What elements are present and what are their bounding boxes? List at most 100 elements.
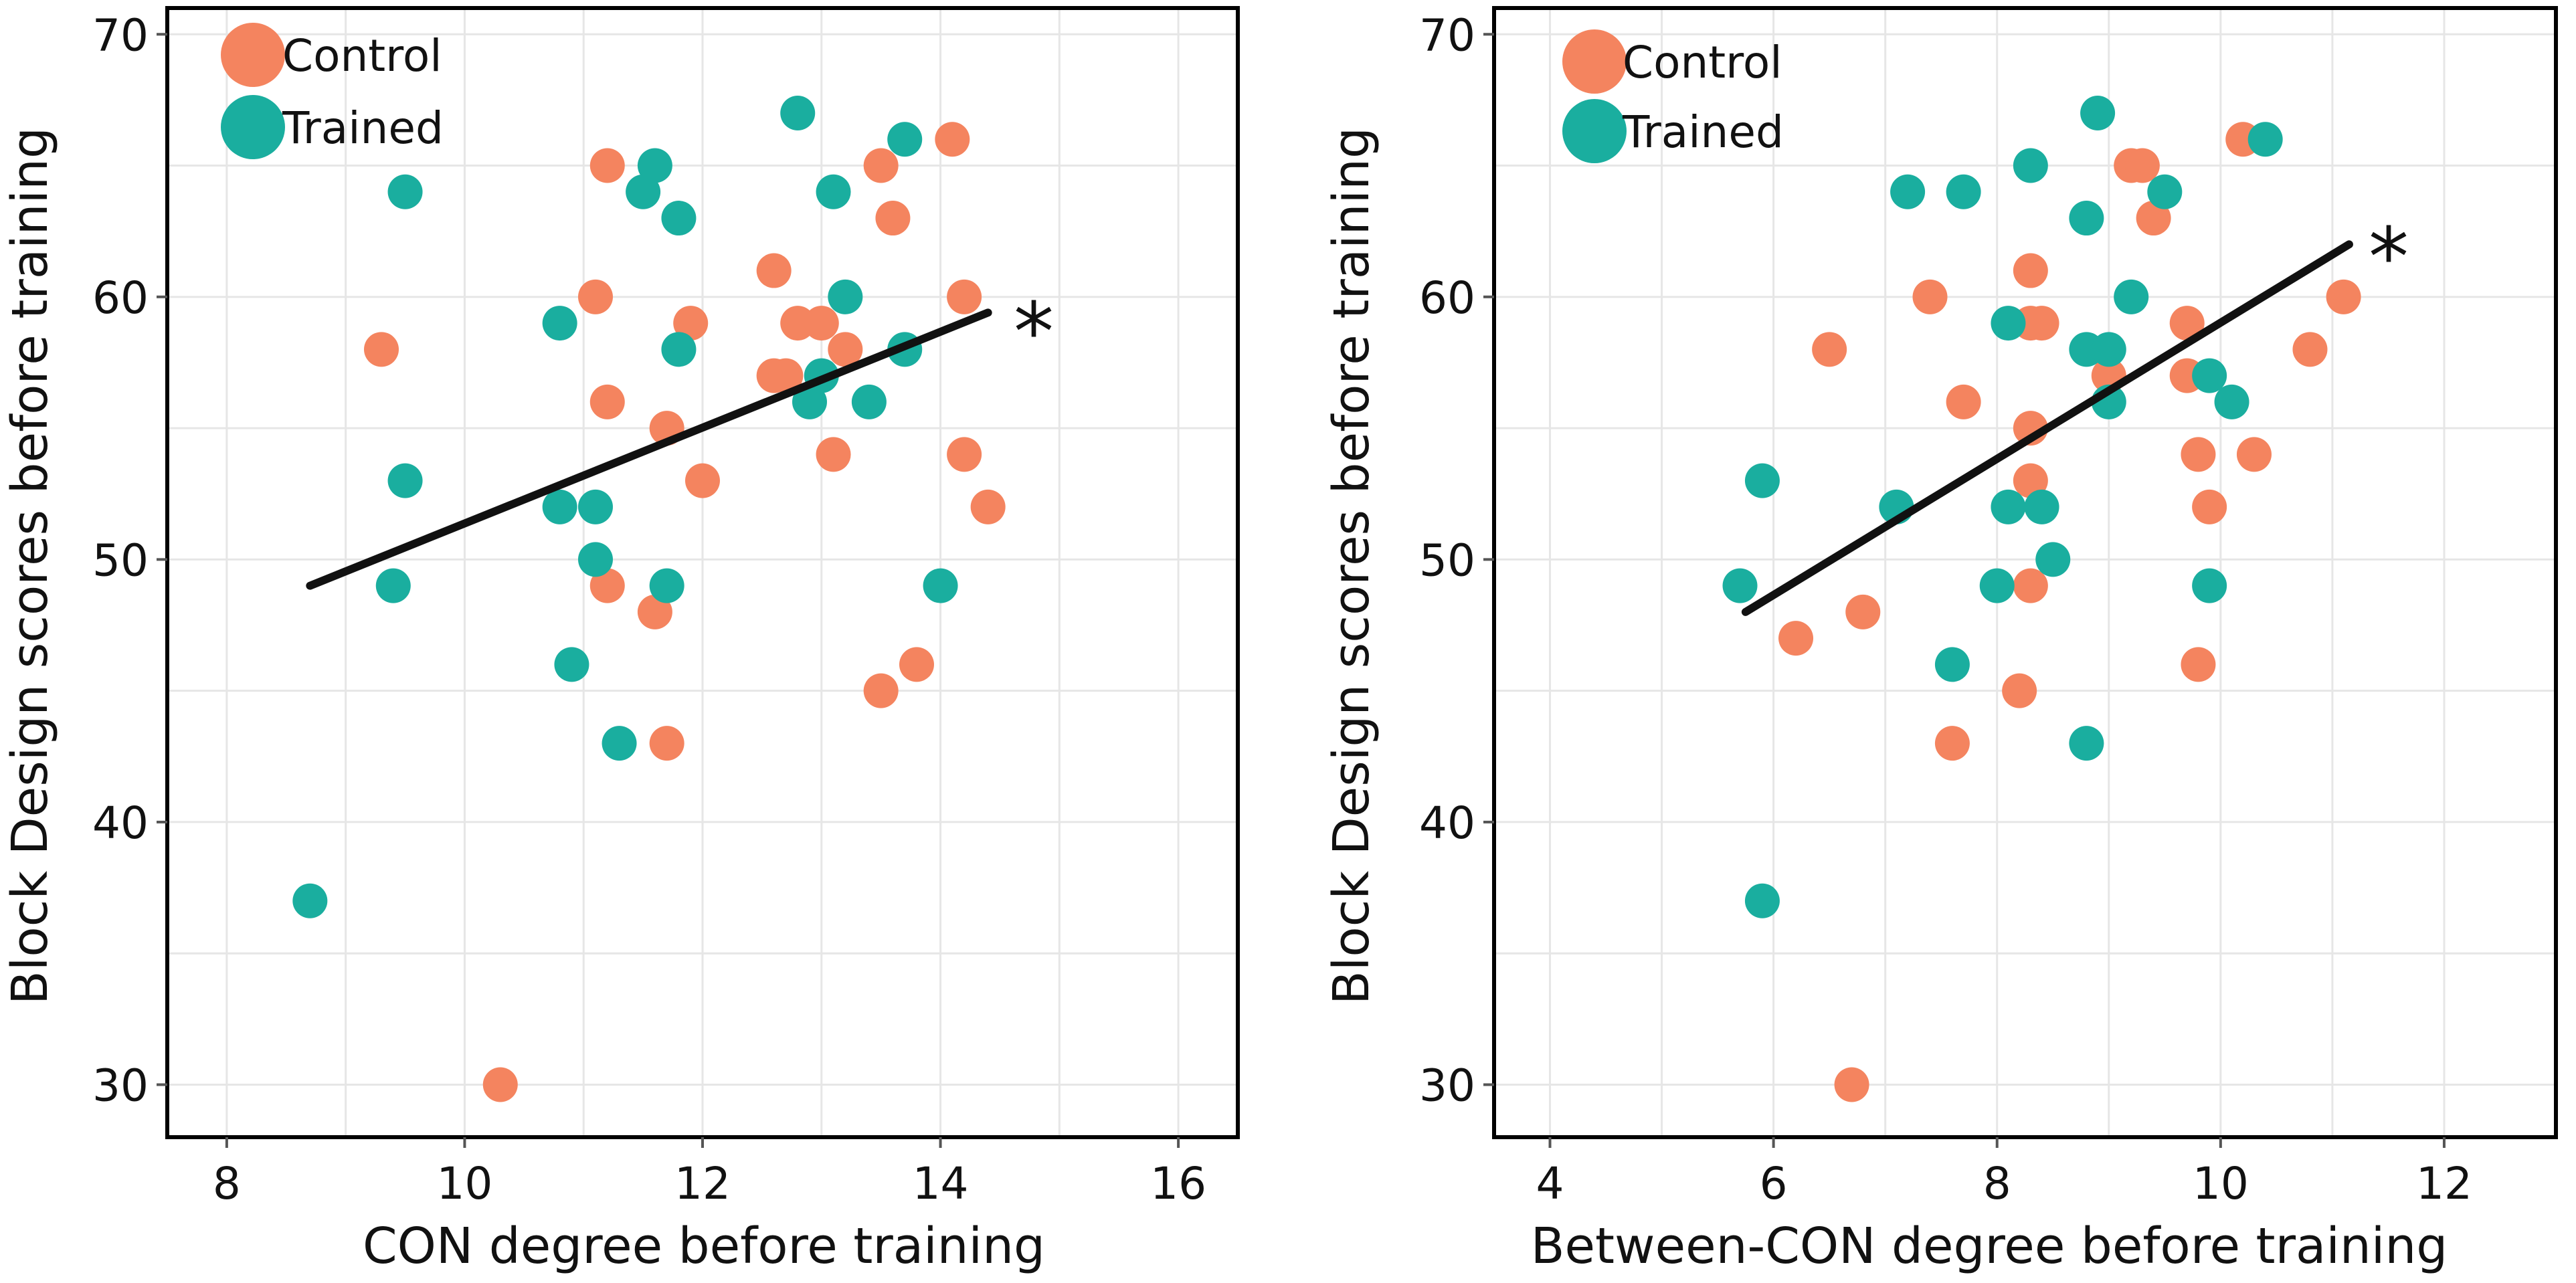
point-control bbox=[899, 647, 934, 682]
y-tick-label: 50 bbox=[92, 534, 149, 586]
point-control bbox=[863, 673, 899, 708]
y-tick-label: 40 bbox=[92, 797, 149, 849]
x-axis-title: CON degree before training bbox=[363, 1217, 1045, 1275]
point-control bbox=[2236, 437, 2272, 472]
regression-line-group bbox=[1741, 240, 2353, 616]
x-tick-label: 12 bbox=[2416, 1158, 2472, 1209]
point-trained bbox=[2035, 542, 2071, 577]
point-trained bbox=[1744, 463, 1780, 498]
x-tick-label: 12 bbox=[674, 1158, 731, 1209]
point-control bbox=[2181, 437, 2216, 472]
plot-frame-group bbox=[1492, 6, 2558, 1139]
point-control bbox=[947, 279, 982, 314]
point-trained bbox=[387, 174, 423, 209]
point-trained bbox=[387, 463, 423, 498]
legend-control-marker bbox=[1562, 29, 1627, 94]
plot-frame bbox=[1492, 6, 2558, 1139]
point-control bbox=[947, 437, 982, 472]
point-control bbox=[673, 306, 709, 341]
y-tick-label: 70 bbox=[1419, 9, 1475, 61]
point-trained bbox=[2069, 201, 2104, 236]
point-trained bbox=[1946, 174, 1981, 209]
legend-control-label: Control bbox=[282, 30, 442, 82]
point-trained bbox=[542, 306, 577, 341]
point-trained bbox=[816, 174, 851, 209]
point-trained bbox=[1934, 647, 1970, 682]
point-control bbox=[970, 489, 1006, 524]
point-trained bbox=[887, 122, 923, 157]
point-trained bbox=[828, 279, 863, 314]
point-trained bbox=[1991, 306, 2026, 341]
y-tick-label: 60 bbox=[92, 272, 149, 324]
point-trained bbox=[1979, 568, 2015, 603]
regression-line bbox=[306, 308, 992, 590]
point-control bbox=[875, 201, 911, 236]
point-trained bbox=[578, 542, 613, 577]
point-control bbox=[2326, 279, 2361, 314]
point-trained bbox=[2247, 122, 2283, 157]
regression-line bbox=[1741, 240, 2353, 616]
point-trained bbox=[851, 384, 887, 419]
point-trained bbox=[1991, 489, 2026, 524]
point-trained bbox=[2192, 568, 2227, 603]
x-tick-label: 4 bbox=[1536, 1158, 1564, 1209]
x-tick-label: 6 bbox=[1760, 1158, 1788, 1209]
point-control bbox=[768, 358, 804, 393]
legend-trained-label: Trained bbox=[282, 102, 444, 154]
chart-panel-con-degree: 8 10 12 14 16 30 40 50 60 70 CON degree before tr… bbox=[1, 6, 1240, 1275]
x-tick-label: 8 bbox=[1983, 1158, 2011, 1209]
x-tick-label: 14 bbox=[913, 1158, 969, 1209]
x-tick-label: 10 bbox=[436, 1158, 492, 1209]
data-points bbox=[292, 96, 1006, 1102]
point-control bbox=[2024, 306, 2059, 341]
point-control bbox=[649, 726, 684, 761]
point-control bbox=[2013, 568, 2048, 603]
point-trained bbox=[2192, 358, 2227, 393]
point-control bbox=[2013, 253, 2048, 288]
legend-trained-marker bbox=[1562, 99, 1627, 163]
point-control bbox=[2124, 148, 2160, 183]
point-control bbox=[482, 1067, 518, 1102]
x-tick-label: 8 bbox=[213, 1158, 241, 1209]
point-control bbox=[780, 306, 816, 341]
point-control bbox=[364, 332, 399, 367]
y-axis-title: Block Design scores before training bbox=[1323, 127, 1380, 1005]
tick-labels: 8 10 12 14 16 30 40 50 60 70 bbox=[92, 9, 1206, 1209]
point-control bbox=[1812, 332, 1847, 367]
legend-trained-label: Trained bbox=[1622, 106, 1784, 158]
y-tick-label: 60 bbox=[1419, 272, 1475, 324]
y-axis-title: Block Design scores before training bbox=[1, 127, 59, 1005]
point-trained bbox=[542, 489, 577, 524]
point-trained bbox=[2091, 332, 2126, 367]
point-control bbox=[863, 148, 899, 183]
point-control bbox=[2192, 489, 2227, 524]
point-control bbox=[589, 148, 625, 183]
point-control bbox=[685, 463, 720, 498]
legend-trained-marker bbox=[221, 95, 285, 159]
point-trained bbox=[923, 568, 958, 603]
x-axis-title: Between-CON degree before training bbox=[1531, 1217, 2448, 1275]
x-tick-label: 10 bbox=[2193, 1158, 2249, 1209]
legend: Control Trained bbox=[221, 23, 444, 159]
point-control bbox=[2013, 463, 2048, 498]
y-tick-label: 30 bbox=[92, 1060, 149, 1111]
point-control bbox=[1934, 726, 1970, 761]
y-tick-label: 30 bbox=[1419, 1060, 1475, 1111]
point-control bbox=[2169, 306, 2205, 341]
point-trained bbox=[292, 883, 328, 918]
point-control bbox=[637, 594, 672, 629]
point-control bbox=[578, 279, 613, 314]
legend-control-marker bbox=[221, 23, 285, 87]
point-trained bbox=[2013, 148, 2048, 183]
point-control bbox=[935, 122, 970, 157]
point-control bbox=[804, 306, 839, 341]
regression-line-group bbox=[306, 308, 992, 590]
grid-lines bbox=[167, 8, 1238, 1137]
significance-star: * bbox=[2369, 211, 2409, 304]
point-control bbox=[2292, 332, 2328, 367]
point-trained bbox=[2069, 726, 2104, 761]
point-trained bbox=[2214, 384, 2249, 419]
point-control bbox=[816, 437, 851, 472]
point-control bbox=[2136, 201, 2171, 236]
y-tick-label: 50 bbox=[1419, 534, 1475, 586]
